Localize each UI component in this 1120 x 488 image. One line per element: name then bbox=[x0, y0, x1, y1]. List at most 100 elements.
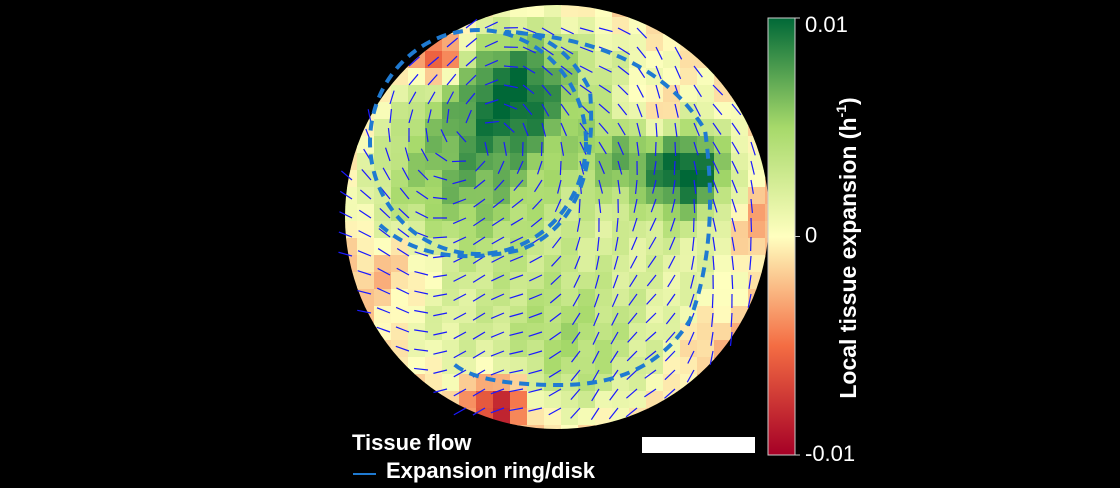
map-cell bbox=[408, 187, 426, 205]
map-cell bbox=[765, 204, 769, 222]
flow-arrow bbox=[617, 65, 630, 76]
flow-arrow bbox=[528, 369, 543, 375]
map-cell bbox=[544, 323, 562, 341]
map-cell bbox=[391, 391, 409, 409]
flow-arrow bbox=[490, 407, 505, 414]
map-cell bbox=[459, 136, 477, 154]
map-cell bbox=[748, 136, 766, 154]
flow-arrow bbox=[674, 46, 683, 60]
map-cell bbox=[408, 357, 426, 375]
map-cell bbox=[408, 391, 426, 409]
flow-arrow bbox=[579, 27, 594, 33]
flow-arrow bbox=[590, 407, 600, 421]
map-cell bbox=[357, 391, 375, 409]
map-cell bbox=[680, 170, 698, 188]
flow-arrow bbox=[433, 293, 448, 298]
map-cell bbox=[714, 272, 732, 290]
map-cell bbox=[714, 153, 732, 171]
map-cell bbox=[595, 425, 613, 429]
map-cell bbox=[629, 238, 647, 256]
map-cell bbox=[493, 153, 511, 171]
map-cell bbox=[345, 357, 358, 375]
map-cell bbox=[748, 238, 766, 256]
map-cell bbox=[459, 5, 477, 18]
flow-arrow bbox=[548, 388, 562, 397]
map-cell bbox=[544, 340, 562, 358]
map-cell bbox=[697, 238, 715, 256]
flow-arrow bbox=[534, 179, 543, 193]
flow-arrow bbox=[414, 270, 429, 276]
flow-arrow bbox=[647, 255, 657, 268]
map-cell bbox=[476, 238, 494, 256]
map-cell bbox=[425, 5, 443, 18]
flow-arrow bbox=[522, 65, 536, 74]
map-cell bbox=[374, 289, 392, 307]
map-cell bbox=[578, 68, 596, 86]
map-cell bbox=[374, 102, 392, 120]
flow-arrow bbox=[611, 312, 619, 326]
map-cell bbox=[612, 51, 630, 69]
map-cell bbox=[374, 374, 392, 392]
flow-arrow bbox=[511, 198, 524, 209]
flow-arrow bbox=[357, 250, 372, 257]
map-cell bbox=[544, 136, 562, 154]
map-cell bbox=[527, 255, 545, 273]
map-cell bbox=[459, 306, 477, 324]
flow-arrow bbox=[669, 217, 676, 232]
map-cell bbox=[612, 289, 630, 307]
map-cell bbox=[459, 85, 477, 103]
flow-arrow bbox=[652, 179, 657, 194]
map-cell bbox=[646, 272, 664, 290]
flow-arrow bbox=[691, 236, 695, 251]
flow-arrow bbox=[609, 388, 619, 401]
flow-arrow bbox=[509, 331, 524, 336]
flow-arrow bbox=[389, 109, 393, 124]
colorbar-tick-label: 0.01 bbox=[805, 12, 848, 37]
map-cell bbox=[714, 34, 732, 52]
flow-arrow bbox=[490, 293, 505, 301]
legend-title: Tissue flow bbox=[352, 430, 472, 455]
map-cell bbox=[425, 306, 443, 324]
flow-arrow bbox=[616, 217, 619, 232]
flow-arrow bbox=[712, 122, 722, 135]
map-cell bbox=[697, 68, 715, 86]
map-cell bbox=[544, 408, 562, 426]
flow-arrow bbox=[634, 179, 638, 194]
map-cell bbox=[544, 17, 562, 35]
flow-arrow bbox=[617, 122, 626, 136]
map-cell bbox=[697, 340, 715, 358]
flow-arrow bbox=[472, 331, 486, 340]
map-cell bbox=[578, 306, 596, 324]
flow-arrow bbox=[408, 109, 414, 124]
map-cell bbox=[408, 119, 426, 137]
map-cell bbox=[561, 357, 579, 375]
map-cell bbox=[408, 255, 426, 273]
legend-ring-label: Expansion ring/disk bbox=[386, 458, 596, 483]
flow-arrow bbox=[490, 369, 505, 376]
map-cell bbox=[731, 255, 749, 273]
flow-arrow bbox=[655, 46, 663, 60]
map-cell bbox=[714, 204, 732, 222]
map-cell bbox=[714, 374, 732, 392]
map-cell bbox=[646, 85, 664, 103]
map-cell bbox=[561, 238, 579, 256]
flow-arrow bbox=[541, 27, 555, 36]
flow-arrow bbox=[433, 312, 448, 317]
map-cell bbox=[680, 306, 698, 324]
map-cell bbox=[544, 357, 562, 375]
map-cell bbox=[646, 238, 664, 256]
map-cell bbox=[731, 323, 749, 341]
map-cell bbox=[748, 374, 766, 392]
map-cell bbox=[345, 51, 358, 69]
map-cell bbox=[442, 289, 460, 307]
map-cell bbox=[748, 34, 766, 52]
map-cell bbox=[527, 51, 545, 69]
flow-arrow bbox=[747, 293, 752, 308]
flow-arrow bbox=[579, 46, 594, 53]
map-cell bbox=[459, 323, 477, 341]
flow-arrow bbox=[384, 147, 391, 162]
map-cell bbox=[646, 204, 664, 222]
flow-arrow bbox=[591, 350, 600, 364]
map-cell bbox=[442, 340, 460, 358]
flow-arrow bbox=[465, 56, 477, 67]
